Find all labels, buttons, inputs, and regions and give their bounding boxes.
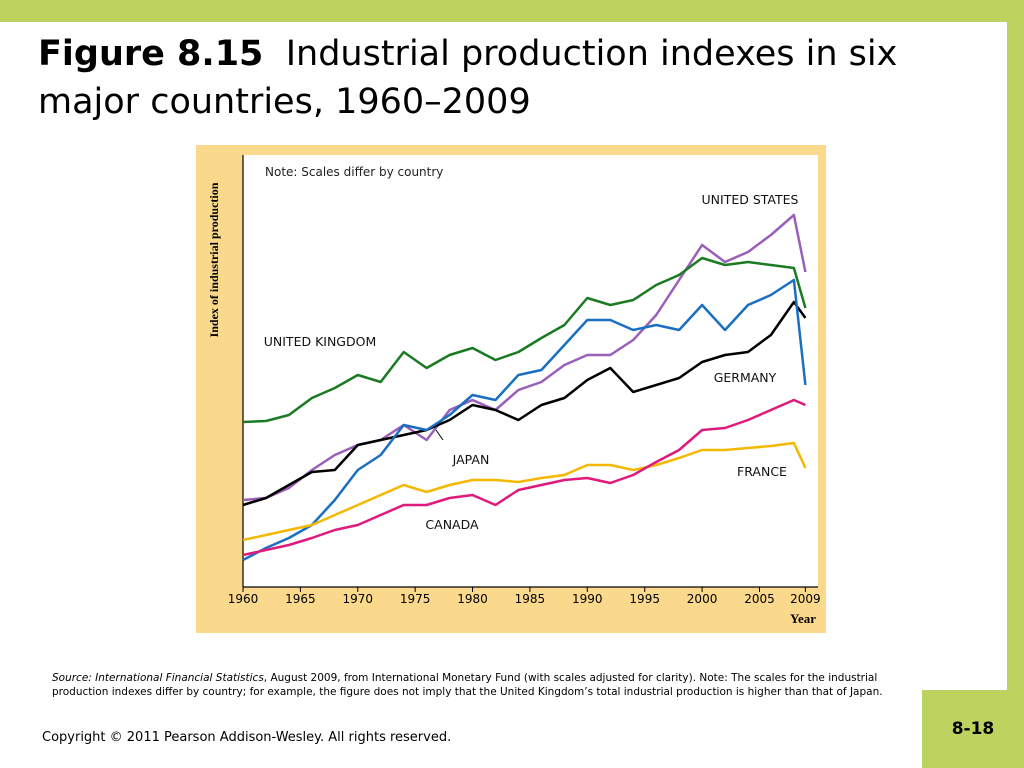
source-note: Source: International Financial Statisti… bbox=[52, 671, 887, 699]
page-number: 8-18 bbox=[922, 690, 1024, 768]
side-bar bbox=[1007, 0, 1024, 690]
x-tick-label: 1980 bbox=[457, 592, 488, 606]
figure-number: Figure 8.15 bbox=[38, 34, 264, 74]
x-tick-label: 1990 bbox=[572, 592, 603, 606]
x-tick-label: 2009 bbox=[790, 592, 821, 606]
x-tick-label: 1975 bbox=[400, 592, 431, 606]
top-bar bbox=[0, 0, 1024, 22]
slide-title: Figure 8.15 Industrial production indexe… bbox=[38, 30, 998, 126]
x-tick-label: 1985 bbox=[515, 592, 546, 606]
series-line bbox=[242, 300, 807, 507]
series-label: FRANCE bbox=[737, 464, 787, 479]
source-name: Source: International Financial Statisti… bbox=[52, 672, 264, 684]
annotation: Note: Scales differ by country bbox=[265, 165, 443, 179]
series-line bbox=[242, 398, 806, 557]
x-axis-label: Year bbox=[790, 611, 816, 626]
series-label: UNITED STATES bbox=[702, 192, 799, 207]
y-axis-label: Index of industrial production bbox=[207, 182, 221, 337]
x-tick-label: 1970 bbox=[342, 592, 373, 606]
x-tick-label: 2000 bbox=[687, 592, 718, 606]
copyright: Copyright © 2011 Pearson Addison-Wesley.… bbox=[42, 730, 452, 745]
series-line bbox=[242, 278, 807, 562]
series-label: JAPAN bbox=[452, 452, 490, 467]
series-label: GERMANY bbox=[714, 370, 777, 385]
series-line bbox=[242, 441, 807, 542]
title-text: Industrial production indexes in six maj… bbox=[38, 34, 898, 122]
series-label: CANADA bbox=[425, 517, 479, 532]
plot-area bbox=[243, 155, 818, 587]
series-line bbox=[242, 256, 807, 424]
x-tick-label: 1960 bbox=[228, 592, 259, 606]
x-tick-label: 1965 bbox=[285, 592, 316, 606]
x-tick-label: 2005 bbox=[744, 592, 775, 606]
source-text: , August 2009, from International Moneta… bbox=[52, 672, 883, 698]
series-label: UNITED KINGDOM bbox=[264, 334, 377, 349]
series-line bbox=[242, 213, 807, 502]
pointer bbox=[435, 429, 444, 441]
x-tick-label: 1995 bbox=[629, 592, 660, 606]
